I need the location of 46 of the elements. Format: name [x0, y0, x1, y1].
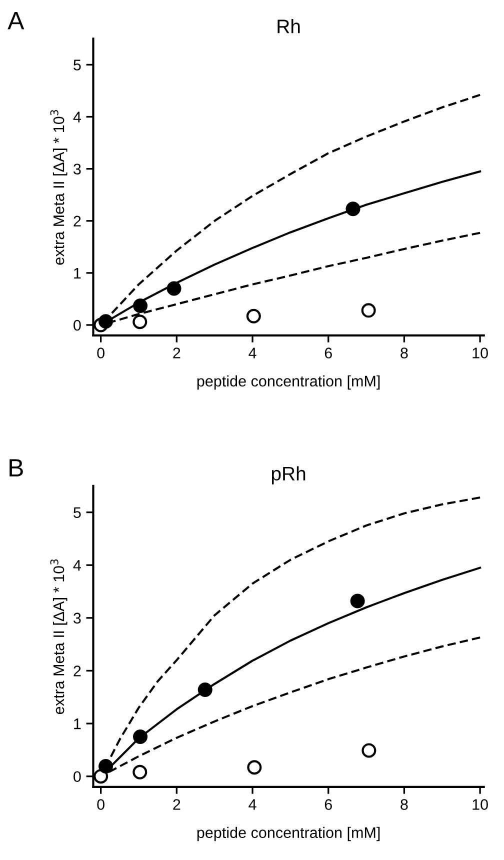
x-tick-label: 4: [248, 348, 256, 358]
point: [346, 202, 360, 216]
y-tick-label: 2: [74, 666, 81, 676]
y-axis-title: extra Meta II [ΔA] * 10$^{3}$: [50, 559, 68, 714]
x-axis-title: peptide concentration [mM]: [197, 826, 380, 842]
y-tick-label: 5: [74, 60, 81, 70]
x-tick-label: 2: [173, 348, 180, 358]
point: [132, 764, 148, 780]
x-tick-label: 8: [400, 348, 408, 358]
x-tick-label: 6: [324, 799, 332, 810]
y-tick-label: 4: [73, 560, 81, 571]
point: [133, 298, 148, 313]
point: [98, 314, 114, 329]
point: [362, 743, 376, 758]
y-tick-label: 3: [74, 612, 81, 624]
y-axis-title: extra Meta II [ΔA] * 10$^{3}$: [50, 110, 68, 265]
y-tick-label: 1: [74, 718, 81, 730]
y-tick-label: 4: [73, 112, 81, 122]
point: [361, 303, 376, 318]
point: [350, 594, 365, 608]
x-tick-label: 2: [173, 799, 180, 810]
y-tick-label: 0: [74, 771, 81, 782]
point: [247, 760, 262, 775]
x-tick-label: 10: [472, 348, 488, 358]
x-axis-title: peptide concentration [mM]: [197, 375, 380, 390]
x-tick-label: 4: [248, 799, 256, 810]
chart-title: pRh: [272, 466, 306, 484]
point: [98, 759, 114, 774]
y-tick-label: 3: [74, 164, 81, 175]
y-tick-label: 0: [74, 320, 81, 331]
x-tick-label: 6: [324, 348, 332, 358]
x-tick-label: 10: [472, 799, 488, 810]
x-tick-label: 0: [97, 348, 104, 358]
y-tick-label: 5: [74, 507, 81, 518]
text: A: [8, 12, 24, 30]
y-tick-label: 1: [74, 268, 81, 278]
point: [132, 314, 148, 330]
chart-title: Rh: [278, 19, 300, 34]
point: [198, 682, 212, 697]
point: [166, 281, 182, 296]
point: [133, 729, 148, 744]
text: B: [10, 459, 23, 476]
x-tick-label: 0: [97, 799, 104, 810]
point: [246, 308, 261, 324]
x-tick-label: 8: [400, 799, 408, 810]
y-tick-label: 2: [74, 216, 81, 226]
